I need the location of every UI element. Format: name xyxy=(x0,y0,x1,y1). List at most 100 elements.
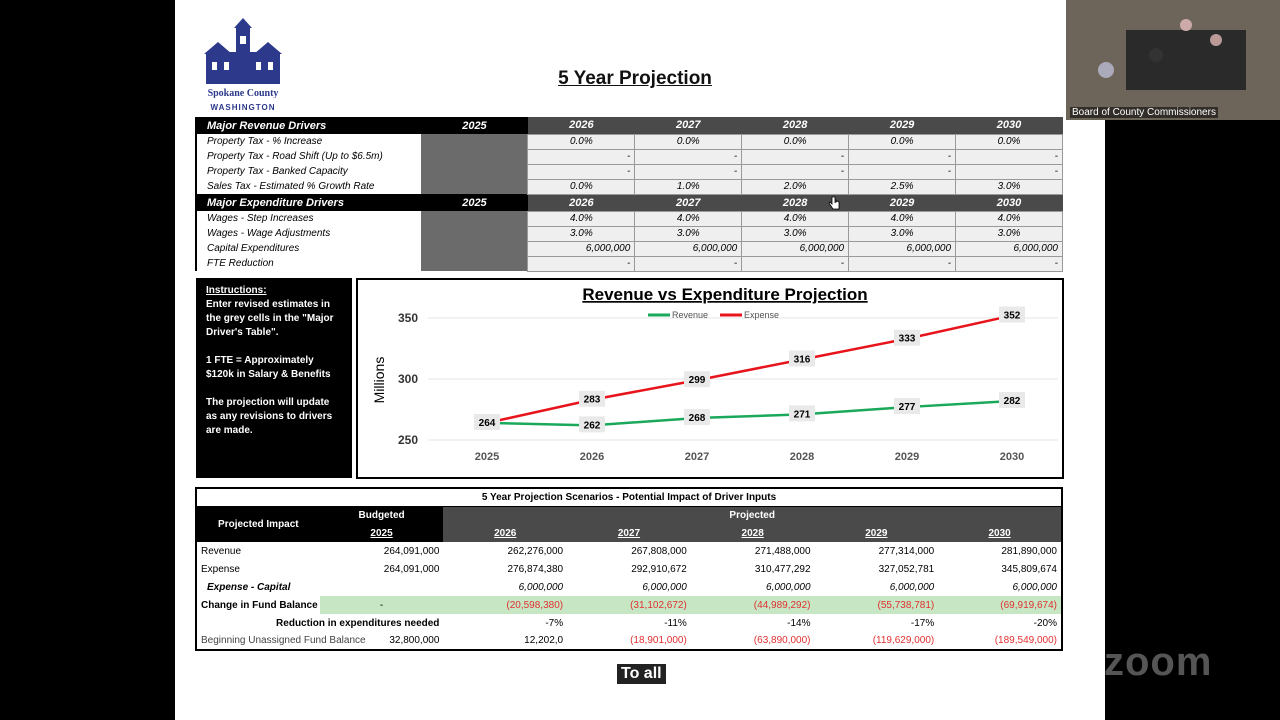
driver-input-cell[interactable]: - xyxy=(955,255,1063,272)
driver-input-cell[interactable]: 4.0% xyxy=(527,210,636,227)
logo-text: Spokane County xyxy=(208,88,279,98)
driver-input-cell[interactable]: - xyxy=(527,163,636,180)
driver-input-cell[interactable]: 0.0% xyxy=(741,133,850,150)
driver-label: Property Tax - % Increase xyxy=(195,134,421,149)
data-label-bg xyxy=(999,391,1025,408)
base-year: 2025 xyxy=(421,117,528,134)
impact-value: (189,549,000) xyxy=(994,635,1057,646)
driver-input-cell[interactable]: - xyxy=(741,163,850,180)
driver-input-cell[interactable]: - xyxy=(955,163,1063,180)
driver-label: Property Tax - Banked Capacity xyxy=(195,164,421,179)
projected-header: Projected xyxy=(443,506,1062,524)
year-header: 2029 xyxy=(848,117,956,134)
impact-value: 264,091,000 xyxy=(383,545,440,557)
impact-value: 292,910,672 xyxy=(631,563,687,575)
impact-row: Reduction in expenditures needed -7% -11% -… xyxy=(196,614,1062,632)
driver-input-cell[interactable]: - xyxy=(634,148,743,165)
logo-subtext: WASHINGTON xyxy=(210,103,276,112)
row-label: Expense - Capital xyxy=(207,581,291,593)
data-label-bg xyxy=(684,371,710,388)
projected-impact-header: Projected Impact xyxy=(196,506,320,542)
impact-value: -14% xyxy=(787,617,811,629)
impact-value: 12,202,0 xyxy=(524,635,564,646)
data-label: 282 xyxy=(1004,396,1021,407)
participant-name: Board of County Commissioners xyxy=(1070,107,1218,118)
driver-input-cell[interactable]: 3.0% xyxy=(955,178,1063,195)
data-label: 316 xyxy=(794,354,811,365)
impact-value: 345,809,674 xyxy=(1001,563,1057,575)
year-header: 2028 xyxy=(741,194,849,211)
data-label: 333 xyxy=(899,334,916,345)
driver-input-cell[interactable]: 6,000,000 xyxy=(634,240,743,257)
instructions-heading: Instructions: xyxy=(206,285,267,296)
driver-input-cell[interactable]: 3.0% xyxy=(848,225,957,242)
driver-input-cell[interactable]: - xyxy=(848,148,957,165)
data-label-bg xyxy=(894,329,920,346)
data-label-bg xyxy=(579,390,605,407)
driver-input-cell[interactable]: - xyxy=(741,255,850,272)
participant-video[interactable]: Board of County Commissioners xyxy=(1066,0,1280,120)
driver-input-cell[interactable]: 6,000,000 xyxy=(848,240,957,257)
driver-input-cell[interactable]: 0.0% xyxy=(527,133,636,150)
driver-input-cell[interactable]: 6,000,000 xyxy=(955,240,1063,257)
driver-input-cell[interactable]: 4.0% xyxy=(848,210,957,227)
driver-input-cell[interactable]: 0.0% xyxy=(848,133,957,150)
row-label: Change in Fund Balance xyxy=(201,599,318,611)
section-header: Major Revenue Drivers xyxy=(195,117,421,134)
driver-input-cell[interactable]: 0.0% xyxy=(527,178,636,195)
impact-value: 32,800,000 xyxy=(389,635,440,646)
driver-input-cell[interactable]: 3.0% xyxy=(634,225,743,242)
impact-value: 277,314,000 xyxy=(878,545,935,557)
driver-input-cell[interactable]: 3.0% xyxy=(741,225,850,242)
driver-input-cell[interactable]: - xyxy=(634,163,743,180)
driver-input-cell[interactable]: - xyxy=(634,255,743,272)
driver-input-cell[interactable]: 1.0% xyxy=(634,178,743,195)
base-year-cell xyxy=(421,256,528,271)
driver-input-cell[interactable]: - xyxy=(527,255,636,272)
year-header: 2026 xyxy=(527,194,635,211)
impact-value: (63,890,000) xyxy=(753,635,811,646)
year-header: 2025 xyxy=(319,524,444,542)
driver-input-cell[interactable]: - xyxy=(741,148,850,165)
driver-input-cell[interactable]: 2.5% xyxy=(848,178,957,195)
impact-row: Expense 264,091,000 276,874,380 292,910,672… xyxy=(196,560,1062,578)
year-header: 2027 xyxy=(634,194,742,211)
driver-input-cell[interactable]: 4.0% xyxy=(741,210,850,227)
data-label: 299 xyxy=(689,375,706,386)
driver-input-cell[interactable]: 0.0% xyxy=(634,133,743,150)
driver-input-cell[interactable]: 2.0% xyxy=(741,178,850,195)
driver-input-cell[interactable]: 3.0% xyxy=(527,225,636,242)
driver-input-cell[interactable]: 6,000,000 xyxy=(527,240,636,257)
driver-input-cell[interactable]: 3.0% xyxy=(955,225,1063,242)
impact-value: 6,000,000 xyxy=(889,581,935,593)
year-header: 2029 xyxy=(848,194,956,211)
legend-label: Expense xyxy=(744,310,779,320)
driver-row: Property Tax - % Increase 0.0% 0.0% 0.0% 0.0… xyxy=(195,133,1063,150)
driver-row: Capital Expenditures 6,000,000 6,000,000 6,… xyxy=(195,240,1063,257)
impact-value: 267,808,000 xyxy=(631,545,687,557)
x-tick-label: 2030 xyxy=(1000,451,1024,463)
y-axis-label: Millions xyxy=(371,357,387,404)
driver-input-cell[interactable]: 4.0% xyxy=(955,210,1063,227)
driver-input-cell[interactable]: - xyxy=(848,255,957,272)
impact-value: 6,000,000 xyxy=(1012,581,1058,593)
driver-input-cell[interactable]: 6,000,000 xyxy=(741,240,850,257)
data-label-bg xyxy=(474,413,500,430)
base-year-cell xyxy=(421,164,528,179)
driver-input-cell[interactable]: - xyxy=(848,163,957,180)
driver-input-cell[interactable]: 4.0% xyxy=(634,210,743,227)
driver-label: Capital Expenditures xyxy=(195,241,421,256)
impact-value: -7% xyxy=(545,617,564,629)
impact-value: 310,477,292 xyxy=(754,563,811,575)
expense-line xyxy=(486,314,1013,425)
driver-input-cell[interactable]: - xyxy=(527,148,636,165)
driver-input-cell[interactable]: - xyxy=(955,148,1063,165)
driver-input-cell[interactable]: 0.0% xyxy=(955,133,1063,150)
impact-value: 6,000,000 xyxy=(766,581,811,593)
impact-row: Beginning Unassigned Fund Balance 32,800,… xyxy=(196,632,1062,650)
impact-row: Expense - Capital 6,000,000 6,000,000 6,000… xyxy=(196,578,1062,596)
chat-to-all-label[interactable]: To all xyxy=(617,664,666,684)
revenue-line xyxy=(486,399,1013,427)
projected-impact-table: 5 Year Projection Scenarios - Potential … xyxy=(195,487,1063,651)
impact-value: -20% xyxy=(1033,617,1057,629)
